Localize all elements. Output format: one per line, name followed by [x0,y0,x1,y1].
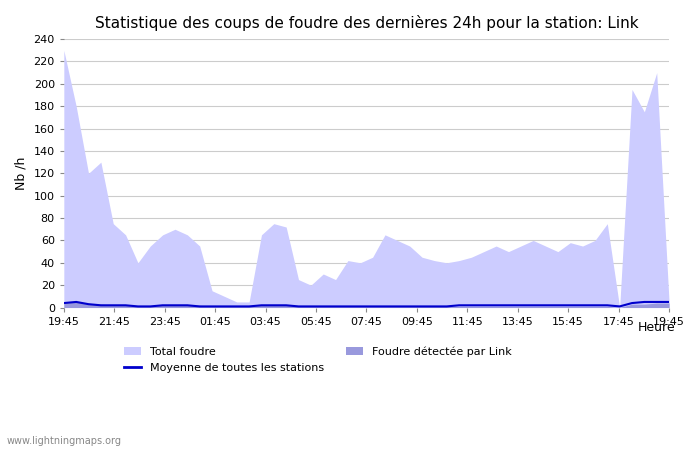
X-axis label: Heure: Heure [638,321,675,334]
Legend: Total foudre, Moyenne de toutes les stations, Foudre détectée par Link: Total foudre, Moyenne de toutes les stat… [120,342,516,377]
Text: www.lightningmaps.org: www.lightningmaps.org [7,436,122,446]
Y-axis label: Nb /h: Nb /h [15,157,28,190]
Title: Statistique des coups de foudre des dernières 24h pour la station: Link: Statistique des coups de foudre des dern… [94,15,638,31]
